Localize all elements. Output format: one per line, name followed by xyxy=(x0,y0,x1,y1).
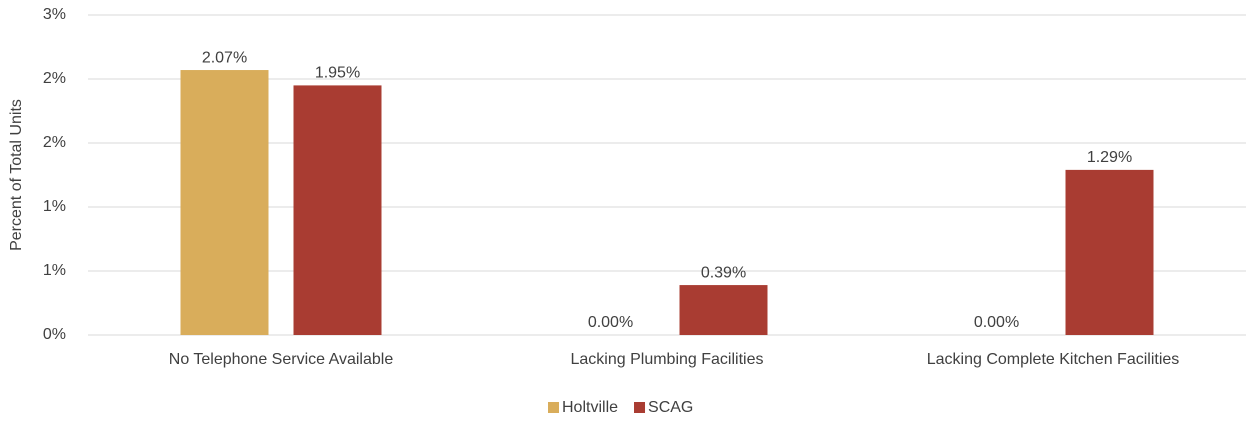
legend-swatch xyxy=(634,402,646,413)
legend-label: Holtville xyxy=(562,399,618,416)
y-tick-label: 1% xyxy=(43,198,66,215)
x-tick-label: Lacking Plumbing Facilities xyxy=(571,351,764,368)
data-label: 0.00% xyxy=(588,314,633,331)
bar xyxy=(1065,169,1154,335)
x-tick-label: No Telephone Service Available xyxy=(169,351,394,368)
data-label: 1.29% xyxy=(1087,149,1132,166)
y-axis-label: Percent of Total Units xyxy=(8,99,25,251)
bar xyxy=(679,285,768,335)
bar xyxy=(180,70,269,335)
data-label: 2.07% xyxy=(202,49,247,66)
y-tick-label: 0% xyxy=(43,326,66,343)
data-label: 0.00% xyxy=(974,314,1019,331)
x-tick-label: Lacking Complete Kitchen Facilities xyxy=(927,351,1180,368)
legend-label: SCAG xyxy=(648,399,693,416)
bar xyxy=(293,85,382,336)
data-label: 1.95% xyxy=(315,65,360,82)
legend-swatch xyxy=(548,402,559,413)
y-tick-label: 3% xyxy=(43,6,66,23)
y-tick-label: 1% xyxy=(43,262,66,279)
data-label: 0.39% xyxy=(701,264,746,281)
y-tick-label: 2% xyxy=(43,70,66,87)
y-tick-label: 2% xyxy=(43,134,66,151)
